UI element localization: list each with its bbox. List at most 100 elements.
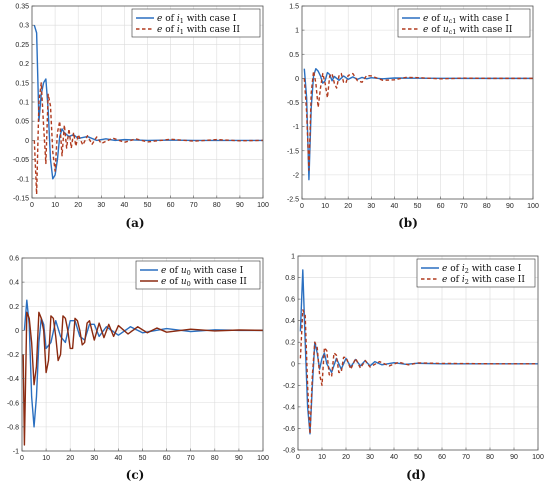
x-tick-label: 90 [510,454,518,461]
x-tick-label: 10 [42,455,50,462]
series-line-2 [299,309,538,435]
y-tick-label: -1 [293,124,299,131]
x-tick-label: 70 [460,203,468,210]
y-tick-label: -0.1 [17,176,29,183]
legend-entry: e of uc1 with case II [423,25,513,36]
x-tick-label: 30 [90,455,98,462]
x-tick-label: 100 [532,454,544,461]
series-line-2 [33,82,263,195]
legend: e of uc1 with case Ie of uc1 with case I… [397,8,531,38]
x-tick-label: 100 [257,455,269,462]
x-tick-label: 80 [213,202,221,209]
y-tick-label: 1 [295,28,299,35]
y-tick-label: 0 [15,328,19,335]
x-tick-label: 50 [414,454,422,461]
legend: e of i2 with case Ie of i2 with case II [416,258,536,288]
x-tick-label: 40 [390,454,398,461]
y-tick-label: -1 [13,449,19,456]
legend-box [131,8,261,38]
x-tick-label: 20 [74,202,82,209]
y-tick-label: 1.5 [289,4,299,11]
legend-entry: e of i2 with case II [442,275,525,286]
x-tick-label: 40 [121,202,129,209]
x-tick-label: 20 [342,454,350,461]
x-tick-label: 80 [486,454,494,461]
y-tick-label: 0.15 [15,80,29,87]
x-tick-label: 80 [483,203,491,210]
y-tick-label: 0.1 [19,100,29,107]
y-tick-label: 0.6 [9,256,19,263]
panel-c: 0 10 20 30 40 50 60 70 80 90 100 -1 -0.8 -0.6 -0.4 -0.2… [7,256,269,483]
y-tick-label: 0.5 [289,52,299,59]
y-tick-label: -0.05 [13,157,29,164]
x-tick-label: 30 [367,203,375,210]
y-tick-label: -0.6 [283,426,295,433]
legend-entry: e of i1 with case I [157,14,237,25]
x-tick-label: 90 [235,455,243,462]
series-line-1 [33,24,263,180]
y-tick-label: 0 [25,138,29,145]
x-tick-label: 10 [321,203,329,210]
legend-box [397,8,531,38]
y-tick-label: 0.05 [15,119,29,126]
series-group [22,299,263,446]
x-tick-label: 60 [163,455,171,462]
x-tick-label: 0 [30,202,34,209]
x-tick-label: 60 [167,202,175,209]
panel-a: 0 10 20 30 40 50 60 70 80 90 100 -0.15 -0.1 -0.05 0 0.0… [13,4,269,231]
x-tick-label: 100 [257,202,269,209]
legend-entry: e of uc1 with case I [423,14,509,25]
x-tick-label: 60 [438,454,446,461]
x-tick-label: 40 [115,455,123,462]
x-tick-label: 50 [144,202,152,209]
series-line-2 [22,311,263,446]
y-tick-label: -0.8 [7,424,19,431]
y-tick-label: -0.6 [7,400,19,407]
x-tick-label: 70 [462,454,470,461]
series-line-2 [303,70,533,171]
y-tick-label: 0.25 [15,42,29,49]
x-tick-label: 20 [66,455,74,462]
legend-box [416,258,536,288]
legend: e of u0 with case Ie of u0 with case II [135,260,261,290]
y-tick-label: 0.6 [285,297,295,304]
y-tick-label: -0.2 [7,352,19,359]
y-tick-label: 0.4 [285,318,295,325]
y-tick-label: 0.2 [285,340,295,347]
x-tick-label: 30 [366,454,374,461]
x-tick-label: 30 [97,202,105,209]
panel-label: (b) [398,216,418,230]
legend-entry: e of i1 with case II [157,25,240,36]
y-tick-label: 0.3 [19,23,29,30]
panel-b: 0 10 20 30 40 50 60 70 80 90 100 -2.5 -2 -1.5 -1 -0.5 0 0… [287,4,539,231]
y-tick-label: 0.2 [9,304,19,311]
series-group [299,269,538,435]
x-tick-label: 90 [506,203,514,210]
y-tick-label: 0.35 [15,4,29,11]
y-tick-label: 0.8 [285,275,295,282]
y-tick-label: 0 [295,76,299,83]
x-tick-label: 100 [527,203,539,210]
y-tick-label: 0.4 [9,280,19,287]
y-tick-label: -0.4 [7,376,19,383]
legend-entry: e of u0 with case II [161,277,247,288]
y-tick-label: 0 [291,361,295,368]
y-tick-label: -2.5 [287,197,299,204]
x-tick-label: 0 [296,454,300,461]
panel-label: (a) [125,216,144,230]
y-tick-label: -1.5 [287,148,299,155]
x-tick-label: 80 [211,455,219,462]
x-tick-label: 10 [318,454,326,461]
panel-label: (d) [406,468,426,482]
x-tick-label: 20 [344,203,352,210]
legend-entry: e of i2 with case I [442,264,522,275]
x-tick-label: 70 [190,202,198,209]
legend-box [135,260,261,290]
series-group [303,68,533,181]
y-tick-label: -0.2 [283,383,295,390]
x-tick-label: 60 [437,203,445,210]
y-tick-label: -2 [293,172,299,179]
y-tick-label: -0.4 [283,404,295,411]
y-tick-label: -0.8 [283,448,295,455]
